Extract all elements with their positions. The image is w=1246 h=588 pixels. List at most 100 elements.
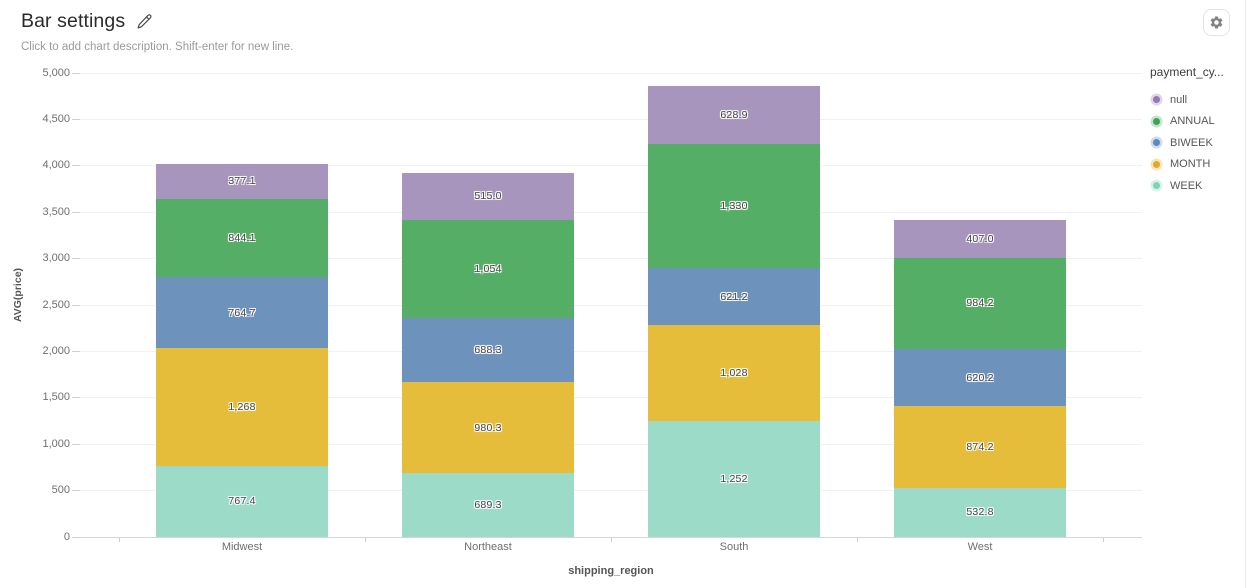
- bar-value-label: 984.2: [966, 297, 994, 310]
- bar-segment[interactable]: 844.1: [156, 198, 328, 278]
- legend-item[interactable]: ANNUAL: [1150, 111, 1244, 133]
- gridline: [80, 118, 1142, 120]
- bar-value-label: 515.0: [474, 190, 502, 203]
- x-axis-tick: [611, 538, 612, 542]
- x-axis-category-label: West: [967, 541, 993, 553]
- bar-segment[interactable]: 1,268: [156, 348, 328, 466]
- bar-value-label: 1,054: [474, 263, 502, 276]
- bar-segment[interactable]: 532.8: [894, 487, 1066, 537]
- bar-value-label: 688.3: [474, 344, 502, 357]
- y-axis-tick-label: 1,000: [42, 437, 70, 450]
- y-axis-tick-label: 2,000: [42, 344, 70, 357]
- bar-segment[interactable]: 515.0: [402, 172, 574, 221]
- y-axis-tick-label: 5,000: [42, 66, 70, 79]
- bar-segment[interactable]: 377.1: [156, 163, 328, 199]
- gridline: [80, 165, 1142, 167]
- x-axis-tick: [857, 538, 858, 542]
- bar-segment[interactable]: 1,054: [402, 220, 574, 319]
- legend-swatch-icon: [1153, 160, 1160, 168]
- legend-item[interactable]: MONTH: [1150, 154, 1244, 176]
- legend-swatch-icon: [1153, 139, 1160, 147]
- bar-value-label: 621.2: [720, 290, 748, 303]
- y-axis-tick: [72, 258, 80, 260]
- y-axis-tick: [72, 304, 80, 306]
- gridline: [80, 350, 1142, 352]
- settings-button[interactable]: [1203, 9, 1230, 36]
- bar-segment[interactable]: 620.2: [894, 348, 1066, 407]
- y-axis-tick: [72, 165, 80, 167]
- legend-swatch-icon: [1153, 117, 1160, 125]
- legend-item[interactable]: WEEK: [1150, 175, 1244, 197]
- legend-swatch-icon: [1153, 96, 1160, 104]
- legend-title[interactable]: payment_cy...: [1150, 65, 1224, 79]
- bar-value-label: 764.7: [228, 306, 256, 319]
- y-axis-tick: [72, 72, 80, 74]
- x-axis-tick: [1103, 538, 1104, 542]
- bar-segment[interactable]: 767.4: [156, 465, 328, 537]
- bar-segment[interactable]: 984.2: [894, 257, 1066, 349]
- y-axis-tick: [72, 397, 80, 399]
- y-axis-tick: [72, 350, 80, 352]
- x-axis-line: [80, 537, 1142, 538]
- y-axis-tick: [72, 490, 80, 492]
- gridline: [80, 211, 1142, 213]
- bar-value-label: 1,268: [228, 400, 256, 413]
- y-axis-tick-label: 4,000: [42, 159, 70, 172]
- bar-segment[interactable]: 621.2: [648, 267, 820, 326]
- y-axis-title: AVG(price): [12, 267, 24, 323]
- bar-value-label: 844.1: [228, 231, 256, 244]
- bar-value-label: 620.2: [966, 371, 994, 384]
- page-title[interactable]: Bar settings: [21, 10, 126, 32]
- y-axis-tick: [72, 118, 80, 120]
- bar-value-label: 1,252: [720, 472, 748, 485]
- legend-item-label: MONTH: [1170, 158, 1211, 171]
- y-axis-tick-label: 3,500: [42, 205, 70, 218]
- legend-item-label: null: [1170, 93, 1188, 106]
- legend-item-label: BIWEEK: [1170, 136, 1213, 149]
- legend-item[interactable]: null: [1150, 89, 1244, 111]
- legend-item-label: ANNUAL: [1170, 115, 1215, 128]
- gridline: [80, 397, 1142, 399]
- x-axis-category-label: Midwest: [221, 541, 263, 553]
- bar-segment[interactable]: 688.3: [402, 318, 574, 383]
- bar-segment[interactable]: 628.9: [648, 85, 820, 145]
- bar-segment[interactable]: 764.7: [156, 277, 328, 349]
- gridline: [80, 443, 1142, 445]
- legend-items: null ANNUAL BIWEEK MONTH WEEK: [1150, 89, 1244, 197]
- pencil-icon[interactable]: [136, 13, 153, 30]
- bar-segment[interactable]: 689.3: [402, 473, 574, 537]
- legend-item[interactable]: BIWEEK: [1150, 132, 1244, 154]
- bar-segment[interactable]: 980.3: [402, 382, 574, 474]
- bar-value-label: 407.0: [966, 232, 994, 245]
- gear-icon: [1209, 15, 1224, 30]
- y-axis-tick-label: 3,000: [42, 252, 70, 265]
- bar-value-label: 874.2: [966, 440, 994, 453]
- y-axis-tick-label: 4,500: [42, 112, 70, 125]
- bar-value-label: 377.1: [228, 175, 256, 188]
- y-axis-tick: [72, 211, 80, 213]
- x-axis-title: shipping_region: [568, 565, 654, 577]
- y-axis-tick-label: 1,500: [42, 391, 70, 404]
- bar-value-label: 1,028: [720, 367, 748, 380]
- gridline: [80, 72, 1142, 74]
- x-axis-category-label: South: [719, 541, 749, 553]
- x-axis-tick: [365, 538, 366, 542]
- bar-segment[interactable]: 1,252: [648, 420, 820, 537]
- bar-segment[interactable]: 1,028: [648, 325, 820, 421]
- bar-segment[interactable]: 407.0: [894, 219, 1066, 258]
- y-axis-tick-label: 500: [51, 484, 70, 497]
- legend-item-label: WEEK: [1170, 179, 1203, 192]
- bar-value-label: 628.9: [720, 109, 748, 122]
- x-axis-tick: [119, 538, 120, 542]
- bar-segment[interactable]: 874.2: [894, 406, 1066, 488]
- gridline: [80, 490, 1142, 492]
- legend-swatch-icon: [1153, 182, 1160, 190]
- chart-description-placeholder[interactable]: Click to add chart description. Shift-en…: [21, 41, 294, 53]
- chart-title-row: Bar settings: [21, 10, 153, 33]
- y-axis-tick-label: 0: [63, 530, 70, 543]
- bar-value-label: 980.3: [474, 421, 502, 434]
- bar-segment[interactable]: 1,330: [648, 144, 820, 268]
- y-axis-tick: [72, 536, 80, 538]
